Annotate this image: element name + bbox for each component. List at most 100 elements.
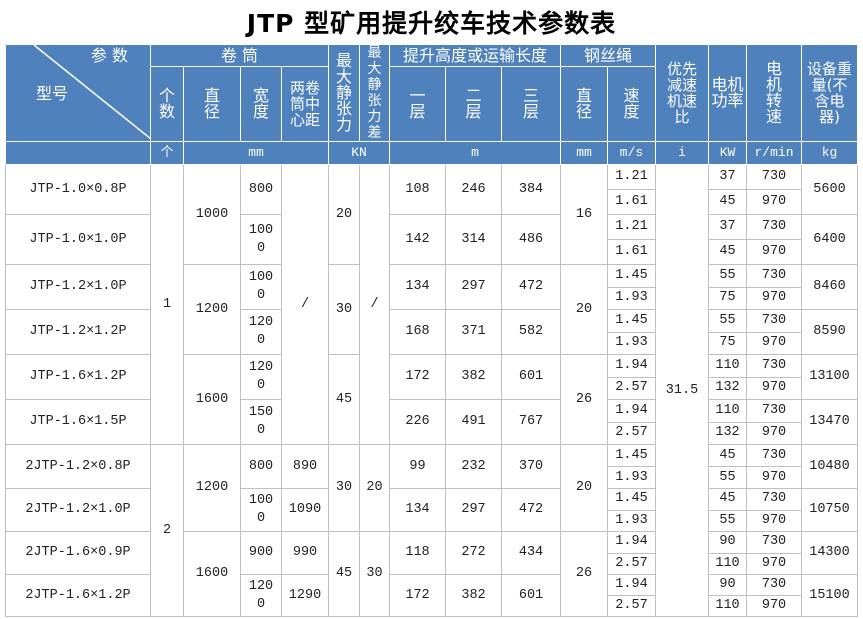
model-cell: JTP-1.2×1.0P (5, 264, 151, 310)
model-cell: 2JTP-1.2×1.0P (5, 488, 151, 532)
layer2-cell: 232 (445, 444, 502, 489)
layer1-cell: 172 (389, 574, 446, 617)
center-distance-header: 两卷筒中心距 (281, 65, 329, 143)
unit-rpm: r/min (746, 141, 802, 165)
motor-power-cell: 132 (708, 421, 747, 445)
layer1-cell: 142 (389, 214, 446, 265)
weight-cell: 13470 (801, 399, 858, 445)
table-row: JTP-1.2×1.2P 1200 168 371 582 1.45 55 730 8590 (5, 309, 858, 355)
table-row: 2JTP-1.2×1.0P 1000 1090 134 297 472 1.45 45 730 1… (5, 488, 858, 532)
rope-speed-cell: 1.45 (607, 488, 656, 511)
diameter-header: 直径 (183, 65, 241, 143)
center-distance-cell: 890 (281, 444, 329, 489)
drum-diameter-cell: 1200 (183, 264, 241, 355)
rope-diameter-cell: 20 (560, 264, 608, 355)
rope-speed-cell: 1.93 (607, 331, 656, 355)
motor-power-cell: 90 (708, 574, 747, 596)
layer1-cell: 108 (389, 164, 446, 215)
table-row: 1.61 45 970 (6, 239, 858, 265)
max-tension-diff-header: 最大静张力差 (359, 44, 390, 142)
rope-speed-cell: 2.57 (607, 552, 656, 575)
weight-cell: 14300 (801, 531, 858, 575)
motor-power-cell: 90 (708, 531, 747, 554)
motor-speed-cell: 970 (746, 509, 802, 532)
rope-speed-cell: 1.61 (607, 239, 656, 265)
motor-speed-cell: 970 (746, 466, 802, 489)
motor-power-cell: 132 (708, 376, 747, 400)
drum-diameter-cell: 1600 (183, 531, 241, 617)
drum-width-cell: 1000 (240, 488, 282, 532)
center-distance-cell: 1090 (281, 488, 329, 532)
layer3-cell: 767 (501, 399, 561, 445)
layer1-cell: 134 (389, 488, 446, 532)
layer1-cell: 168 (389, 309, 446, 355)
layer2-cell: 314 (445, 214, 502, 265)
motor-power-cell: 55 (708, 509, 747, 532)
tension-diff-cell: 30 (359, 531, 390, 617)
rope-speed-cell: 1.45 (607, 309, 656, 333)
layer2-cell: 371 (445, 309, 502, 355)
table-row: 2.57 132 970 (6, 376, 858, 400)
motor-power-cell: 55 (708, 466, 747, 489)
drum-width-cell: 1200 (240, 574, 282, 617)
center-distance-cell: 1290 (281, 574, 329, 617)
table-row: 1.93 55 970 (6, 466, 858, 489)
table-row: 2.57 110 970 (6, 552, 858, 575)
layer3-cell: 582 (501, 309, 561, 355)
layer3-cell: 472 (501, 488, 561, 532)
unit-length: m (389, 141, 561, 165)
table-row: 1.93 75 970 (6, 331, 858, 355)
motor-speed-cell: 730 (746, 444, 802, 467)
rope-speed-cell: 1.94 (607, 354, 656, 378)
max-tension-cell: 45 (328, 354, 360, 445)
drum-width-cell: 1500 (240, 399, 282, 445)
count-cell: 1 (150, 164, 184, 445)
center-distance-cell: / (281, 164, 329, 445)
motor-power-cell: 110 (708, 595, 747, 617)
drum-diameter-cell: 1200 (183, 444, 241, 532)
motor-power-cell: 37 (708, 214, 747, 240)
motor-power-cell: 55 (708, 309, 747, 333)
ratio-header: 优先减速机速比 (655, 44, 709, 142)
weight-cell: 10750 (801, 488, 858, 532)
width-header: 宽度 (240, 65, 282, 143)
weight-cell: 5600 (801, 164, 858, 215)
motor-power-cell: 110 (708, 354, 747, 378)
motor-power-cell: 37 (708, 164, 747, 190)
model-cell: JTP-1.6×1.2P (5, 354, 151, 400)
ratio-cell: 31.5 (655, 164, 709, 617)
layer2-cell: 382 (445, 574, 502, 617)
drum-header: 卷 筒 (150, 44, 329, 67)
motor-speed-cell: 730 (746, 264, 802, 288)
page-title: JTP 型矿用提升绞车技术参数表 (246, 9, 617, 38)
unit-tension: KN (328, 141, 390, 165)
table-row: JTP-1.0×0.8P 1 1000 800/20/108 246 384 16 1.21 3… (5, 164, 858, 617)
model-cell: 2JTP-1.6×1.2P (5, 574, 151, 617)
drum-width-cell: 800 (240, 444, 282, 489)
unit-rope-speed: m/s (607, 141, 656, 165)
table-row: JTP-1.6×1.5P 1500 226 491 767 1.94 110 730 13470 (5, 399, 858, 445)
model-cell: 2JTP-1.2×0.8P (5, 444, 151, 489)
layer3-cell: 370 (501, 444, 561, 489)
model-cell: JTP-1.2×1.2P (5, 309, 151, 355)
rope-header: 钢丝绳 (560, 44, 656, 67)
table-row: 1.93 55 970 (6, 509, 858, 532)
drum-width-cell: 1000 (240, 264, 282, 310)
tension-diff-cell: / (359, 164, 390, 445)
rope-speed-cell: 2.57 (607, 595, 656, 617)
spec-table: 参 数 型号 卷 筒 最大静张力 最大静张力差 提升高度或运输长度 钢丝绳 优先… (5, 44, 858, 617)
rope-diameter-cell: 20 (560, 444, 608, 532)
unit-weight: kg (801, 141, 858, 165)
layer2-header: 二层 (445, 65, 502, 143)
center-distance-cell: 990 (281, 531, 329, 575)
max-tension-cell: 45 (328, 531, 360, 617)
rope-speed-cell: 2.57 (607, 376, 656, 400)
motor-speed-cell: 730 (746, 354, 802, 378)
layer1-cell: 118 (389, 531, 446, 575)
unit-count: 个 (150, 141, 184, 165)
motor-power-cell: 45 (708, 444, 747, 467)
motor-speed-cell: 970 (746, 552, 802, 575)
layer3-cell: 434 (501, 531, 561, 575)
rope-diameter-header: 直径 (560, 65, 608, 143)
motor-power-cell: 55 (708, 264, 747, 288)
